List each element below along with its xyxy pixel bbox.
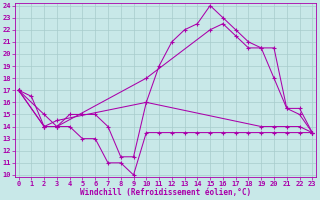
X-axis label: Windchill (Refroidissement éolien,°C): Windchill (Refroidissement éolien,°C) [80, 188, 251, 197]
